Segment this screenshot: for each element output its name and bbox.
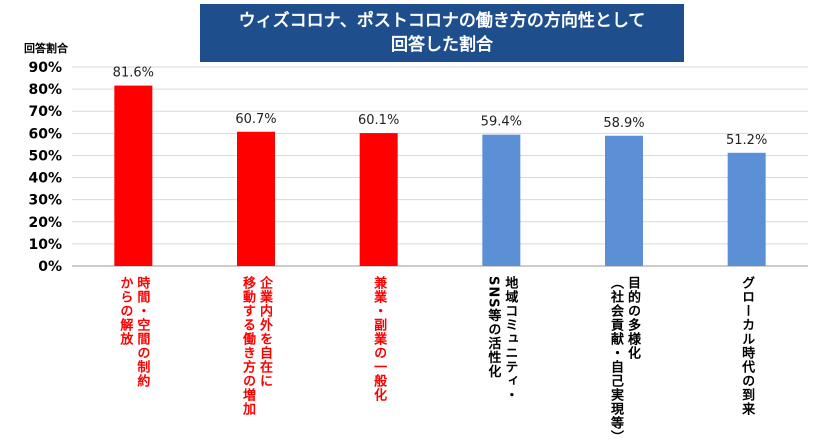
y-tick-label: 70% <box>28 104 62 120</box>
y-tick-label: 60% <box>28 126 62 142</box>
y-tick-label: 10% <box>28 237 62 253</box>
data-label: 59.4% <box>481 115 522 130</box>
bar <box>237 131 275 266</box>
x-category-label: グローカル時代の到来 <box>739 276 755 416</box>
y-tick-label: 20% <box>28 215 62 231</box>
chart-title: ウィズコロナ、ポストコロナの働き方の方向性として 回答した割合 <box>200 4 684 62</box>
x-category-label: 目的の多様化 （社会貢献・自己実現等） <box>608 276 640 444</box>
bar <box>727 152 766 266</box>
data-label: 58.9% <box>603 116 644 131</box>
y-tick-label: 40% <box>28 171 62 187</box>
data-label: 51.2% <box>726 133 767 148</box>
bar <box>114 85 153 266</box>
y-tick-label: 80% <box>28 82 62 98</box>
x-category-label: 企業内外を自在に 移動する働き方の増加 <box>240 276 272 416</box>
y-tick-label: 0% <box>38 259 62 275</box>
data-label: 81.6% <box>113 66 154 81</box>
x-category-label: 地域コミュニティ・ SNS等の活性化 <box>485 276 518 402</box>
data-label: 60.1% <box>358 113 399 128</box>
chart-title-line-1: ウィズコロナ、ポストコロナの働き方の方向性として <box>238 11 646 31</box>
y-axis-label: 回答割合 <box>24 42 68 55</box>
bar <box>482 134 521 266</box>
y-tick-label: 50% <box>28 148 62 164</box>
bar <box>605 135 643 266</box>
data-label: 60.7% <box>235 112 276 127</box>
chart-title-line-2: 回答した割合 <box>391 35 493 55</box>
y-tick-label: 90% <box>28 60 62 76</box>
x-category-label: 時間・空間の制約 からの解放 <box>117 276 150 388</box>
bar <box>359 133 398 266</box>
x-category-label: 兼業・副業の一般化 <box>371 276 387 402</box>
y-tick-label: 30% <box>28 193 62 209</box>
